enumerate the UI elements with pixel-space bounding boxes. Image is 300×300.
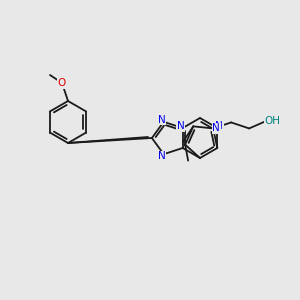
Text: N: N: [215, 121, 223, 131]
Text: OH: OH: [264, 116, 280, 126]
Text: N: N: [177, 121, 184, 131]
Text: N: N: [212, 123, 220, 134]
Text: O: O: [58, 78, 66, 88]
Text: N: N: [158, 115, 166, 125]
Text: N: N: [158, 151, 166, 161]
